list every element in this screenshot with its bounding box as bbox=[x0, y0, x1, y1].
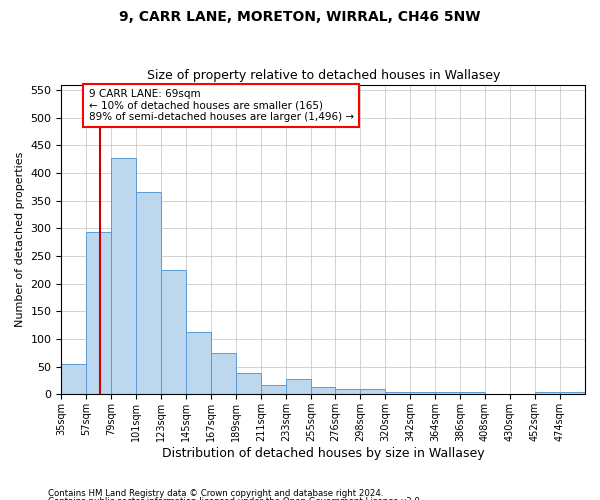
Text: Contains HM Land Registry data © Crown copyright and database right 2024.: Contains HM Land Registry data © Crown c… bbox=[48, 488, 383, 498]
Bar bbox=[560, 392, 585, 394]
Bar bbox=[236, 374, 262, 394]
Y-axis label: Number of detached properties: Number of detached properties bbox=[15, 152, 25, 327]
Bar bbox=[187, 332, 211, 394]
Bar bbox=[112, 158, 136, 394]
Text: 9 CARR LANE: 69sqm
← 10% of detached houses are smaller (165)
89% of semi-detach: 9 CARR LANE: 69sqm ← 10% of detached hou… bbox=[89, 89, 354, 122]
Text: 9, CARR LANE, MORETON, WIRRAL, CH46 5NW: 9, CARR LANE, MORETON, WIRRAL, CH46 5NW bbox=[119, 10, 481, 24]
Bar bbox=[286, 380, 311, 394]
Bar bbox=[385, 392, 410, 394]
Bar bbox=[262, 385, 286, 394]
Bar bbox=[211, 353, 236, 395]
Bar bbox=[86, 232, 112, 394]
Text: Contains public sector information licensed under the Open Government Licence v3: Contains public sector information licen… bbox=[48, 498, 422, 500]
X-axis label: Distribution of detached houses by size in Wallasey: Distribution of detached houses by size … bbox=[162, 447, 485, 460]
Bar bbox=[435, 392, 460, 394]
Bar bbox=[360, 389, 385, 394]
Bar bbox=[136, 192, 161, 394]
Title: Size of property relative to detached houses in Wallasey: Size of property relative to detached ho… bbox=[146, 69, 500, 82]
Bar bbox=[410, 392, 435, 394]
Bar bbox=[460, 392, 485, 394]
Bar bbox=[161, 270, 187, 394]
Bar bbox=[535, 392, 560, 394]
Bar bbox=[61, 364, 86, 394]
Bar bbox=[335, 389, 360, 394]
Bar bbox=[311, 386, 335, 394]
